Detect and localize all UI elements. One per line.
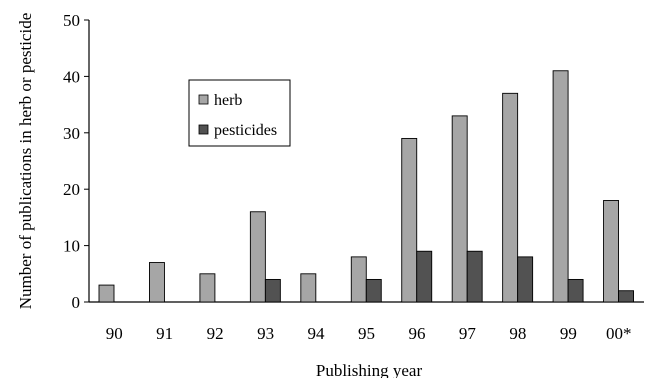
bar-herb-94	[300, 273, 317, 303]
bar-herb-99	[552, 70, 569, 303]
x-tick-label: 90	[106, 324, 123, 343]
bar-herb-00*	[603, 200, 619, 303]
bar-herb-92	[199, 273, 216, 303]
bar-herb-93	[249, 211, 266, 303]
legend-swatch-pesticides	[198, 124, 209, 135]
x-tick-label: 95	[358, 324, 375, 343]
bars	[98, 70, 634, 303]
legend-label-herb: herb	[214, 92, 242, 109]
bar-herb-97	[451, 115, 468, 303]
bar-herb-90	[98, 284, 115, 303]
bar-pesticides-97	[466, 250, 483, 303]
x-tick-label: 91	[156, 324, 173, 343]
x-tick-label: 99	[560, 324, 577, 343]
legend: herb pesticides	[188, 79, 291, 147]
bar-pesticides-98	[517, 256, 534, 303]
x-tick-label: 97	[459, 324, 477, 343]
x-tick-label: 94	[308, 324, 326, 343]
y-ticks: 0 10 20 30 40 50	[63, 11, 89, 312]
x-tick-label: 93	[257, 324, 274, 343]
legend-swatch-herb	[198, 94, 209, 105]
y-tick-label: 40	[63, 67, 80, 86]
y-axis-title: Number of publications in herb or pestic…	[16, 13, 35, 309]
x-tick-label: 98	[509, 324, 526, 343]
bar-pesticides-96	[416, 250, 433, 303]
bar-pesticides-95	[365, 278, 382, 303]
bar-herb-98	[502, 92, 519, 303]
bar-pesticides-00*	[618, 290, 634, 303]
bar-pesticides-99	[567, 278, 584, 303]
x-tick-label: 92	[207, 324, 224, 343]
y-tick-label: 10	[63, 237, 80, 256]
y-tick-label: 20	[63, 180, 80, 199]
legend-label-pesticides: pesticides	[214, 122, 277, 139]
x-axis-title: Publishing year	[316, 361, 423, 378]
y-tick-label: 50	[63, 11, 80, 30]
bar-herb-95	[350, 256, 367, 303]
x-ticks: 90 91 92 93 94 95 96 97 98 99 00*	[106, 324, 632, 343]
legend-box	[188, 79, 291, 147]
x-tick-label: 96	[408, 324, 425, 343]
y-tick-label: 30	[63, 124, 80, 143]
bar-pesticides-93	[264, 278, 281, 303]
bar-herb-96	[401, 137, 418, 303]
bar-herb-91	[149, 262, 165, 303]
x-tick-label: 00*	[606, 324, 632, 343]
y-tick-label: 0	[72, 293, 81, 312]
